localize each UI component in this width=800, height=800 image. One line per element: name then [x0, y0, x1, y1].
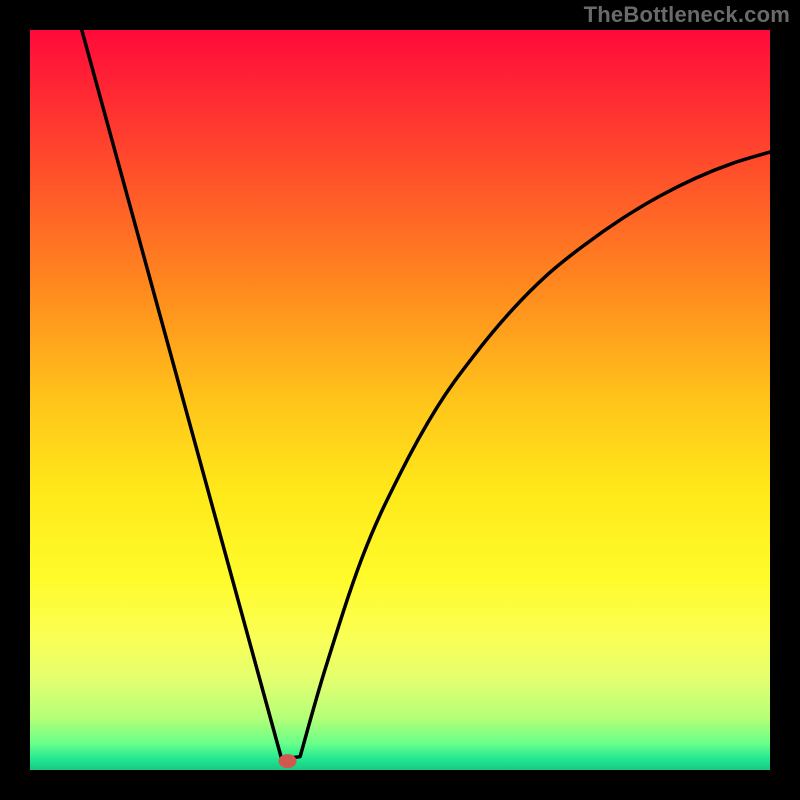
minimum-marker	[279, 754, 297, 768]
watermark-text: TheBottleneck.com	[584, 2, 790, 28]
chart-svg	[0, 0, 800, 800]
plot-gradient-background	[30, 30, 770, 770]
chart-container: TheBottleneck.com	[0, 0, 800, 800]
